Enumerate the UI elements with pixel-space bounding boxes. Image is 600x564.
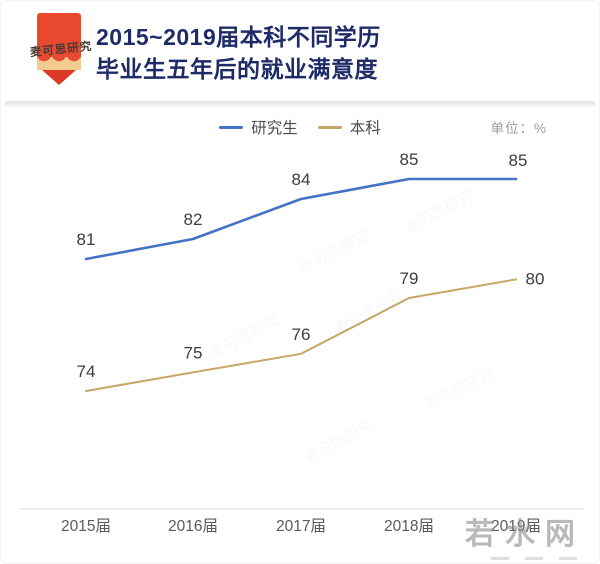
- data-label: 81: [77, 230, 96, 249]
- corner-watermark-underline: [491, 557, 577, 560]
- legend-label: 本科: [349, 120, 381, 137]
- x-axis-label: 2019届: [491, 518, 541, 535]
- chart-area: 研究生 本科 单位：% 81 82 84 85 85 74 75 76 79 80 2015届 2016…: [1, 108, 599, 563]
- series-line-1: [85, 278, 517, 392]
- pencil-wood-shape: [37, 57, 81, 70]
- chart-title: 2015~2019届本科不同学历 毕业生五年后的就业满意度: [96, 21, 381, 85]
- data-label: 74: [77, 362, 96, 381]
- data-label: 79: [400, 269, 419, 288]
- data-label: 80: [526, 269, 545, 288]
- pencil-tip-shape: [42, 70, 76, 85]
- header-divider: [4, 101, 596, 108]
- legend-dash-icon: [317, 125, 342, 129]
- legend-item: 本科: [317, 116, 381, 138]
- data-label: 85: [400, 150, 419, 169]
- data-label: 76: [292, 325, 311, 344]
- corner-watermark: 若水网: [465, 518, 585, 551]
- data-label: 82: [184, 210, 203, 229]
- header: 麦可思研究 2015~2019届本科不同学历 毕业生五年后的就业满意度: [1, 1, 599, 101]
- x-axis-label: 2018届: [384, 518, 434, 535]
- mycos-pencil-logo: 麦可思研究: [29, 11, 93, 89]
- data-label: 75: [184, 343, 203, 362]
- chart-title-line2: 毕业生五年后的就业满意度: [96, 56, 378, 82]
- x-axis-label: 2017届: [276, 518, 326, 535]
- legend: 研究生 本科: [1, 116, 599, 138]
- unit-label: 单位：%: [490, 121, 547, 136]
- legend-label: 研究生: [251, 120, 298, 137]
- x-axis-label: 2016届: [168, 518, 218, 535]
- chart-title-line1: 2015~2019届本科不同学历: [96, 24, 381, 50]
- x-axis-label: 2015届: [61, 518, 111, 535]
- pencil-body-shape: [37, 13, 81, 57]
- data-label: 85: [509, 151, 528, 170]
- legend-dash-icon: [219, 125, 244, 129]
- series-line-0: [84, 177, 518, 261]
- data-label: 84: [292, 170, 311, 189]
- legend-item: 研究生: [219, 116, 298, 138]
